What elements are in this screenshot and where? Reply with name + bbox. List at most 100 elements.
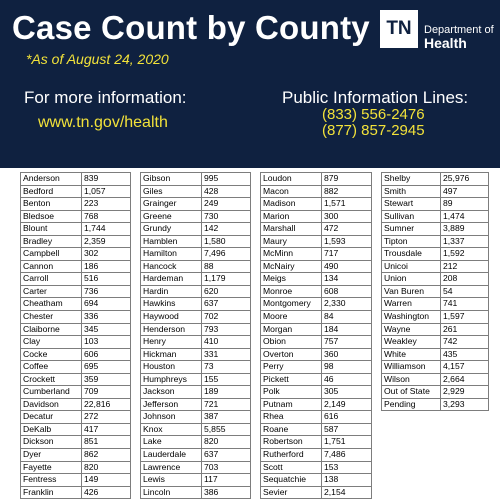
county-name-cell: Bradley — [20, 234, 82, 249]
case-count-cell: 1,744 — [81, 222, 131, 236]
case-count-cell: 7,486 — [321, 448, 372, 462]
case-count-cell: 426 — [81, 485, 131, 500]
county-name-cell: Houston — [140, 360, 202, 374]
table-row: Greene 730 — [140, 209, 251, 224]
county-name-cell: Fayette — [20, 460, 82, 475]
case-count-cell: 134 — [321, 272, 372, 286]
county-name-cell: Stewart — [381, 197, 441, 211]
table-row: Benton 223 — [20, 197, 131, 211]
table-row: White 435 — [381, 347, 489, 362]
case-count-cell: 184 — [321, 322, 372, 337]
table-row: DeKalb 417 — [20, 422, 131, 437]
county-name-cell: Cocke — [20, 347, 82, 362]
table-row: Polk 305 — [260, 385, 372, 399]
case-count-cell: 261 — [440, 322, 489, 337]
county-name-cell: White — [381, 347, 441, 362]
table-row: Madison 1,571 — [260, 197, 372, 211]
table-row: Campbell 302 — [20, 247, 131, 261]
table-row: Sullivan 1,474 — [381, 209, 489, 224]
table-row: Lincoln 386 — [140, 485, 251, 500]
county-name-cell: Fentress — [20, 473, 82, 487]
table-row: Knox 5,855 — [140, 422, 251, 437]
county-name-cell: Hardin — [140, 284, 202, 299]
case-count-cell: 7,496 — [201, 247, 251, 261]
county-name-cell: Gibson — [140, 172, 202, 186]
county-name-cell: Crockett — [20, 372, 82, 387]
info-lines-label: Public Information Lines: — [282, 88, 469, 107]
county-name-cell: Carter — [20, 284, 82, 299]
county-name-cell: DeKalb — [20, 422, 82, 437]
case-count-cell: 155 — [201, 372, 251, 387]
county-name-cell: Overton — [260, 347, 322, 362]
case-count-cell: 359 — [81, 372, 131, 387]
table-row: Davidson 22,816 — [20, 397, 131, 412]
county-name-cell: Montgomery — [260, 297, 322, 311]
county-name-cell: Lincoln — [140, 485, 202, 500]
case-count-cell: 2,359 — [81, 234, 131, 249]
case-count-cell: 730 — [201, 209, 251, 224]
table-row: Hickman 331 — [140, 347, 251, 362]
case-count-cell: 1,337 — [440, 234, 489, 249]
case-count-cell: 742 — [440, 335, 489, 349]
case-count-cell: 472 — [321, 222, 372, 236]
case-count-cell: 741 — [440, 297, 489, 311]
case-count-cell: 2,154 — [321, 485, 372, 500]
info-link[interactable]: www.tn.gov/health — [38, 114, 168, 131]
county-table-4: Shelby 25,976 Smith 497 Stewart 89 Sullivan 1,4… — [381, 172, 489, 412]
table-row: Franklin 426 — [20, 485, 131, 500]
case-count-cell: 516 — [81, 272, 131, 286]
county-name-cell: Warren — [381, 297, 441, 311]
case-count-cell: 138 — [321, 473, 372, 487]
county-name-cell: Grundy — [140, 222, 202, 236]
table-row: Anderson 839 — [20, 172, 131, 186]
case-count-cell: 606 — [81, 347, 131, 362]
county-name-cell: Meigs — [260, 272, 322, 286]
case-count-cell: 820 — [201, 435, 251, 450]
case-count-cell: 637 — [201, 297, 251, 311]
phone-number-1[interactable]: (833) 556-2476 — [322, 106, 425, 123]
table-row: Marshall 472 — [260, 222, 372, 236]
case-count-cell: 1,597 — [440, 310, 489, 324]
county-name-cell: Cheatham — [20, 297, 82, 311]
case-count-cell: 435 — [440, 347, 489, 362]
case-count-cell: 1,580 — [201, 234, 251, 249]
county-name-cell: Shelby — [381, 172, 441, 186]
case-count-cell: 186 — [81, 259, 131, 274]
case-count-cell: 88 — [201, 259, 251, 274]
table-row: Loudon 879 — [260, 172, 372, 186]
county-name-cell: Wilson — [381, 372, 441, 387]
table-row: Williamson 4,157 — [381, 360, 489, 374]
county-name-cell: Perry — [260, 360, 322, 374]
table-row: Moore 84 — [260, 310, 372, 324]
info-label: For more information: — [24, 88, 187, 107]
county-name-cell: Wayne — [381, 322, 441, 337]
case-count-cell: 1,592 — [440, 247, 489, 261]
case-count-cell: 721 — [201, 397, 251, 412]
case-count-cell: 149 — [81, 473, 131, 487]
county-name-cell: Cumberland — [20, 385, 82, 399]
table-row: Lake 820 — [140, 435, 251, 450]
table-row: Johnson 387 — [140, 410, 251, 424]
county-name-cell: Carroll — [20, 272, 82, 286]
county-name-cell: Unicoi — [381, 259, 441, 274]
county-name-cell: Madison — [260, 197, 322, 211]
case-count-cell: 702 — [201, 310, 251, 324]
case-count-cell: 73 — [201, 360, 251, 374]
phone-number-2[interactable]: (877) 857-2945 — [322, 122, 425, 139]
table-row: Cumberland 709 — [20, 385, 131, 399]
case-count-cell: 637 — [201, 448, 251, 462]
county-name-cell: Claiborne — [20, 322, 82, 337]
case-count-cell: 694 — [81, 297, 131, 311]
tn-health-logo: TN Department of Health — [380, 10, 494, 56]
table-row: Sequatchie 138 — [260, 473, 372, 487]
county-name-cell: Out of State — [381, 385, 441, 399]
county-name-cell: Marion — [260, 209, 322, 224]
table-row: Out of State 2,929 — [381, 385, 489, 399]
table-row: Cannon 186 — [20, 259, 131, 274]
county-name-cell: Monroe — [260, 284, 322, 299]
county-name-cell: Scott — [260, 460, 322, 475]
table-row: Chester 336 — [20, 310, 131, 324]
county-name-cell: Cannon — [20, 259, 82, 274]
case-count-cell: 387 — [201, 410, 251, 424]
table-row: Bledsoe 768 — [20, 209, 131, 224]
